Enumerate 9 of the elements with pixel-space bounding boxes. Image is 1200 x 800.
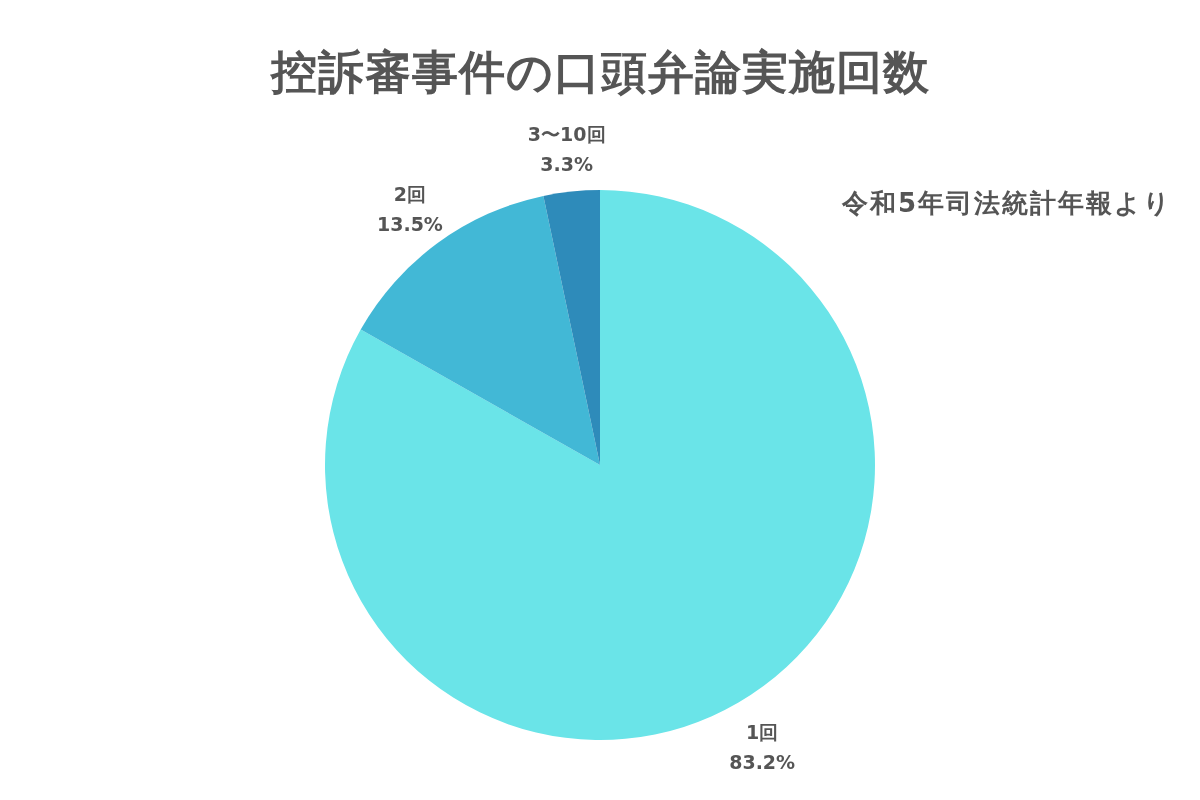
- data-label: 83.2%: [729, 751, 796, 774]
- slice-label: 3〜10回: [527, 122, 606, 145]
- text: 令和5年司法統計年報より: [840, 188, 1172, 218]
- data-label: 3.3%: [540, 152, 594, 175]
- data-label: 13.5%: [376, 213, 443, 236]
- chart-title: 控訴審事件の口頭弁論実施回数: [268, 45, 930, 99]
- slice-label: 1回: [746, 721, 779, 744]
- slice-label: 2回: [393, 183, 427, 206]
- pie-slice: [543, 190, 600, 465]
